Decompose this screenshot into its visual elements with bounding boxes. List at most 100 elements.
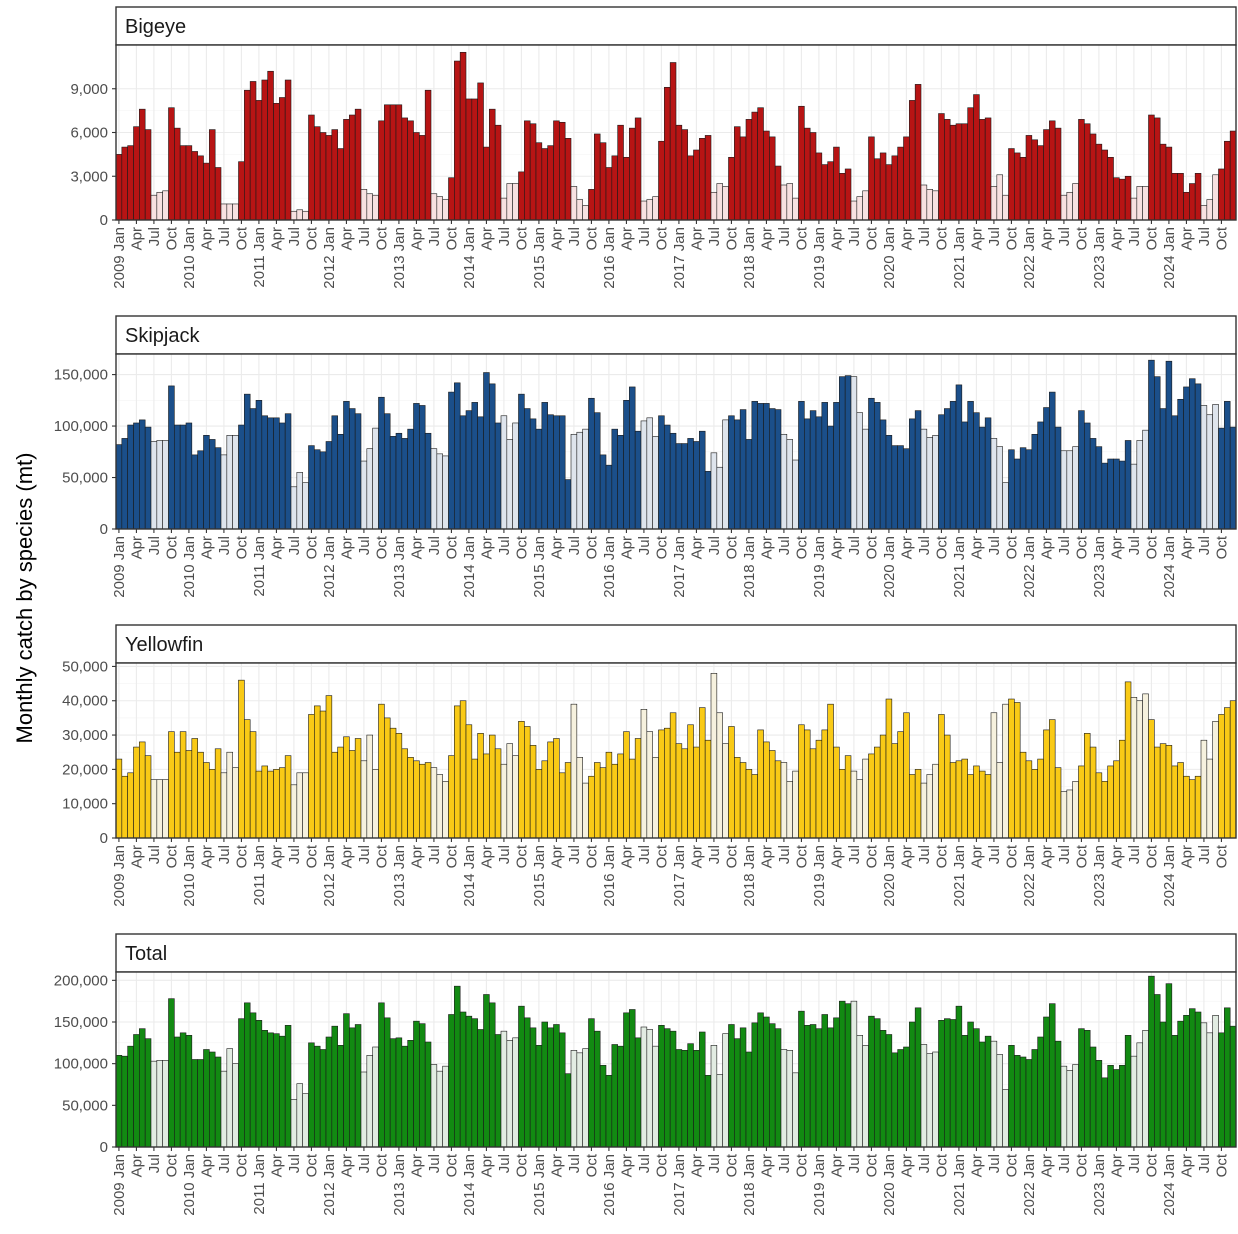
- x-tick-label: 2018 Jan: [741, 845, 758, 907]
- x-tick-label: Jul: [846, 1154, 863, 1173]
- x-tick-label: Apr: [1038, 1154, 1055, 1177]
- x-tick-label: Oct: [1073, 226, 1090, 250]
- bar: [967, 1021, 974, 1148]
- x-tick-label: Apr: [1178, 227, 1195, 250]
- y-tick-label: 100,000: [54, 418, 108, 435]
- bar: [1183, 386, 1190, 530]
- x-tick-label: Apr: [408, 227, 425, 250]
- bar: [174, 751, 181, 839]
- bar: [640, 709, 648, 839]
- bar: [582, 782, 589, 839]
- bar: [296, 772, 303, 839]
- bar: [582, 1048, 589, 1148]
- x-tick-label: Oct: [653, 1153, 670, 1177]
- bar: [1002, 194, 1009, 221]
- bar: [500, 197, 508, 221]
- bar: [1043, 1016, 1050, 1148]
- bar: [897, 1049, 904, 1148]
- bar: [1148, 719, 1155, 839]
- bar: [1008, 1045, 1015, 1148]
- x-tick-label: Apr: [758, 1154, 775, 1177]
- bar: [1159, 1021, 1167, 1148]
- bar: [401, 438, 408, 530]
- bar: [1212, 721, 1219, 839]
- x-tick-label: Apr: [968, 845, 985, 868]
- bar: [704, 1075, 712, 1148]
- bar: [454, 60, 461, 221]
- bar: [862, 190, 869, 221]
- bar: [821, 164, 828, 221]
- y-tick-label: 30,000: [62, 727, 108, 744]
- bar: [179, 145, 187, 221]
- bar: [483, 372, 490, 530]
- bar: [1142, 186, 1149, 221]
- bar: [419, 405, 426, 530]
- x-tick-label: 2019 Jan: [811, 536, 828, 598]
- bar: [547, 741, 554, 839]
- x-tick-label: 2023 Jan: [1091, 1154, 1108, 1216]
- bar: [372, 1046, 379, 1148]
- bar: [914, 1007, 922, 1148]
- x-tick-label: Oct: [303, 226, 320, 250]
- x-tick-label: Apr: [1108, 1154, 1125, 1177]
- x-tick-label: Oct: [933, 844, 950, 868]
- x-tick-label: Oct: [163, 226, 180, 250]
- bar: [658, 729, 665, 839]
- x-tick-label: 2024 Jan: [1161, 845, 1178, 907]
- bar: [675, 124, 683, 221]
- bar: [115, 444, 123, 530]
- x-tick-label: Oct: [1213, 1153, 1230, 1177]
- bar: [710, 452, 718, 530]
- bar: [500, 1030, 508, 1148]
- bar: [973, 1028, 980, 1148]
- bar: [821, 402, 828, 530]
- x-tick-label: Apr: [898, 845, 915, 868]
- strip-label: Skipjack: [125, 325, 200, 347]
- bar: [576, 757, 583, 839]
- bar: [1194, 1011, 1202, 1148]
- bar: [389, 1038, 397, 1148]
- bar: [214, 1056, 222, 1148]
- bar: [395, 432, 403, 530]
- bar: [769, 408, 776, 530]
- bar: [430, 1064, 438, 1148]
- x-tick-label: 2009 Jan: [111, 1154, 128, 1216]
- bar: [442, 199, 449, 221]
- bar: [419, 135, 426, 221]
- bar: [156, 1060, 163, 1148]
- x-tick-label: Apr: [898, 227, 915, 250]
- bar: [594, 133, 601, 221]
- bar: [214, 447, 222, 530]
- bar: [1060, 450, 1068, 530]
- bar: [949, 762, 957, 839]
- bar: [325, 695, 333, 839]
- bar: [850, 200, 858, 221]
- bar: [430, 767, 438, 839]
- bar: [984, 1035, 992, 1148]
- x-tick-label: 2011 Jan: [251, 536, 268, 597]
- bar: [1113, 1069, 1120, 1148]
- bar: [1078, 765, 1085, 839]
- bar: [926, 189, 933, 221]
- x-tick-label: Oct: [793, 226, 810, 250]
- x-tick-label: Oct: [1143, 844, 1160, 868]
- bar: [465, 410, 473, 530]
- bar: [774, 165, 782, 221]
- bar: [395, 733, 403, 839]
- bar: [185, 422, 193, 530]
- x-tick-label: Jul: [636, 1154, 653, 1173]
- bar: [1066, 1070, 1073, 1148]
- x-tick-label: Oct: [373, 844, 390, 868]
- bar: [1107, 156, 1114, 221]
- bar: [494, 748, 502, 839]
- x-tick-label: Oct: [723, 226, 740, 250]
- bar: [378, 1002, 385, 1148]
- x-tick-label: Apr: [338, 227, 355, 250]
- bar: [1054, 426, 1062, 530]
- x-tick-label: 2020 Jan: [881, 845, 898, 907]
- bar: [174, 424, 181, 530]
- bar: [926, 774, 933, 839]
- bar: [751, 111, 758, 221]
- bar: [389, 436, 397, 530]
